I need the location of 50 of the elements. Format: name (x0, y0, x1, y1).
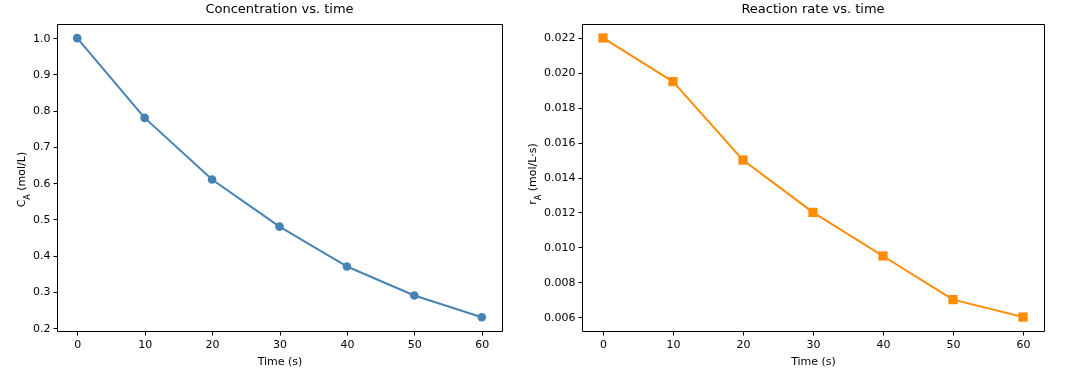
y-tick-label: 0.4 (33, 249, 51, 263)
x-tick-label: 0 (600, 337, 607, 351)
y-tick-label: 0.020 (544, 66, 576, 80)
y-tick-label: 0.7 (33, 140, 51, 154)
point (598, 33, 608, 43)
y-tick-label: 0.6 (33, 176, 51, 190)
y-tick-label: 0.9 (33, 67, 51, 81)
x-tick-label: 20 (205, 337, 220, 351)
x-tick-label: 60 (1016, 337, 1031, 351)
x-tick-label: 0 (74, 337, 82, 351)
x-tick-label: 50 (946, 337, 961, 351)
y-tick-label: 0.010 (544, 240, 576, 254)
point (948, 294, 958, 305)
x-tick-label: 10 (138, 337, 153, 351)
point (668, 76, 678, 87)
point (342, 262, 352, 271)
y-tick-label: 0.2 (33, 321, 51, 335)
x-axis-title: Time (s) (790, 354, 836, 368)
x-tick-label: 50 (407, 337, 422, 351)
y-tick-label: 0.5 (33, 212, 51, 226)
point (410, 291, 419, 300)
point (808, 207, 818, 217)
x-tick-label: 40 (340, 337, 355, 351)
y-tick-label: 0.022 (544, 31, 576, 45)
y-tick-label: 0.3 (33, 285, 51, 299)
point (477, 312, 487, 322)
x-axis-title: Time (s) (256, 354, 303, 368)
y-tick-label: 0.008 (544, 275, 576, 289)
y-tick-label: 0.014 (544, 171, 576, 184)
x-tick-label: 30 (806, 337, 821, 351)
point (207, 175, 217, 184)
y-tick-label: 1.0 (33, 31, 51, 45)
point (275, 222, 284, 231)
point (738, 155, 748, 165)
y-tick-label: 0.012 (544, 205, 576, 219)
x-tick-label: 60 (475, 337, 490, 351)
x-tick-label: 20 (736, 337, 751, 351)
chart-title: Reaction rate vs. time (741, 1, 885, 16)
point (1018, 312, 1028, 322)
x-tick-label: 10 (666, 337, 681, 351)
point (72, 33, 82, 43)
x-tick-label: 40 (876, 337, 891, 351)
y-tick-label: 0.006 (544, 310, 576, 324)
point (140, 113, 149, 123)
point (878, 251, 888, 261)
y-tick-label: 0.8 (33, 104, 51, 118)
y-tick-label: 0.016 (544, 136, 576, 150)
y-tick-label: 0.018 (544, 101, 576, 115)
x-tick-label: 30 (273, 337, 287, 351)
chart-title: Concentration vs. time (205, 1, 354, 16)
